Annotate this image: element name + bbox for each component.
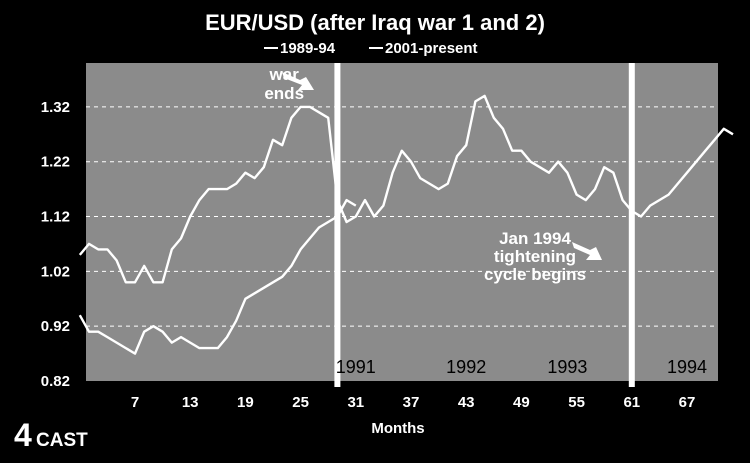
vertical-marker-line bbox=[628, 63, 635, 387]
y-tick-label: 0.92 bbox=[41, 318, 70, 335]
y-tick-labels: 0.82 0.92 1.02 1.12 1.22 1.32 bbox=[41, 99, 70, 390]
brand-word: CAST bbox=[36, 430, 88, 451]
year-label: 1993 bbox=[547, 357, 587, 377]
x-axis-label: Months bbox=[371, 420, 424, 437]
arrow-icon bbox=[282, 72, 314, 90]
year-labels: 1991 1992 1993 1994 bbox=[336, 357, 707, 377]
x-tick-label: 31 bbox=[347, 394, 364, 411]
x-tick-label: 7 bbox=[131, 394, 139, 411]
annotation-text: tightening bbox=[494, 247, 576, 266]
annotation-text: Jan 1994 bbox=[499, 229, 571, 248]
brand-logo: 4 CAST bbox=[14, 417, 88, 453]
legend-label-1989-94: 1989-94 bbox=[280, 40, 336, 57]
y-tick-label: 1.22 bbox=[41, 154, 70, 171]
x-tick-labels: 7 13 19 25 31 37 43 49 55 61 67 bbox=[131, 394, 696, 411]
x-tick-label: 13 bbox=[182, 394, 199, 411]
year-label: 1991 bbox=[336, 357, 376, 377]
x-tick-label: 25 bbox=[292, 394, 309, 411]
y-tick-label: 1.02 bbox=[41, 263, 70, 280]
arrow-icon bbox=[572, 242, 602, 260]
vertical-markers bbox=[334, 63, 635, 387]
year-label: 1992 bbox=[446, 357, 486, 377]
x-tick-label: 19 bbox=[237, 394, 254, 411]
annotation-text: cycle begins bbox=[484, 265, 586, 284]
x-tick-label: 67 bbox=[679, 394, 696, 411]
x-tick-label: 49 bbox=[513, 394, 530, 411]
x-tick-label: 43 bbox=[458, 394, 475, 411]
plot-area bbox=[86, 63, 718, 381]
brand-number: 4 bbox=[14, 417, 32, 453]
y-tick-label: 1.12 bbox=[41, 209, 70, 226]
legend-label-2001-present: 2001-present bbox=[385, 40, 478, 57]
x-tick-label: 37 bbox=[403, 394, 420, 411]
legend: 1989-94 2001-present bbox=[264, 40, 478, 57]
series-line-2001-present bbox=[78, 198, 357, 355]
series-line-1989-94 bbox=[78, 94, 734, 284]
x-tick-label: 55 bbox=[568, 394, 585, 411]
annotation-text: ends bbox=[264, 84, 304, 103]
y-tick-label: 0.82 bbox=[41, 373, 70, 390]
y-tick-label: 1.32 bbox=[41, 99, 70, 116]
series-lines bbox=[78, 94, 734, 355]
vertical-marker-line bbox=[334, 63, 341, 387]
x-tick-label: 61 bbox=[623, 394, 640, 411]
chart-title: EUR/USD (after Iraq war 1 and 2) bbox=[205, 10, 545, 35]
year-label: 1994 bbox=[667, 357, 707, 377]
